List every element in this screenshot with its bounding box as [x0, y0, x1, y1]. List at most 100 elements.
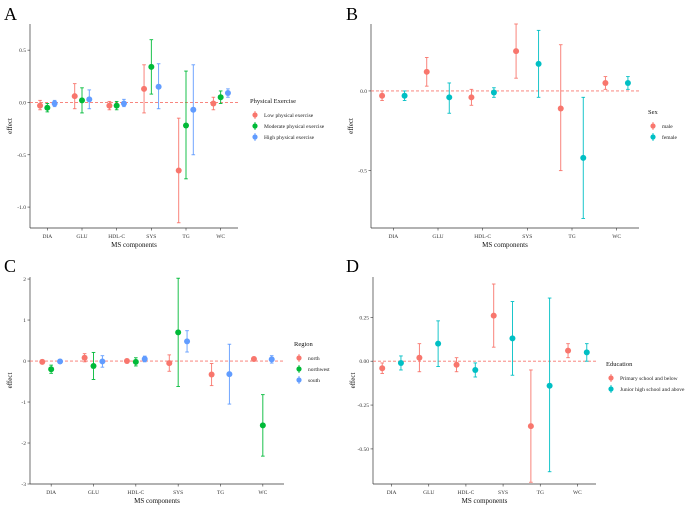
data-point — [141, 85, 148, 92]
data-point — [446, 94, 453, 101]
y-axis-label: effect — [6, 373, 14, 389]
data-point — [90, 362, 97, 369]
x-tick-label: HDL-C — [127, 490, 144, 496]
data-point — [472, 366, 479, 373]
legend: Education Primary school and below Junior … — [606, 361, 685, 393]
data-point — [624, 79, 631, 86]
data-point — [468, 94, 475, 101]
panel-a: A -1.0 -0.5 0.0 0.5 DIA GLU HDL-C SYS TG WC MS comp… — [4, 4, 325, 249]
data-point — [509, 335, 516, 342]
data-point — [37, 102, 44, 109]
data-point — [557, 105, 564, 112]
y-tick-label: -3 — [21, 482, 26, 488]
x-tick-label: GLU — [432, 234, 443, 240]
x-tick-label: TG — [217, 490, 224, 496]
x-tick-label: SYS — [146, 234, 156, 240]
x-tick-label: TG — [182, 234, 189, 240]
legend-label: Junior high school and above — [620, 387, 685, 393]
x-tick-label: WC — [258, 490, 267, 496]
data-point — [175, 167, 182, 174]
x-tick-label: SYS — [522, 234, 532, 240]
panel-letter: B — [346, 4, 358, 24]
y-tick-label: 0.0 — [19, 100, 26, 106]
data-point — [453, 361, 460, 368]
y-tick-label: -1 — [21, 400, 26, 406]
data-point — [513, 48, 520, 55]
x-axis-label: MS components — [462, 497, 508, 505]
data-point — [565, 347, 572, 354]
y-tick-label: -0.5 — [358, 169, 367, 175]
data-point — [120, 100, 127, 107]
data-point — [490, 312, 497, 319]
x-tick-label: GLU — [423, 490, 434, 496]
y-tick-label: 1 — [23, 318, 26, 324]
data-point — [86, 96, 93, 103]
legend-label: north — [308, 356, 320, 362]
y-axis-label: effect — [349, 373, 357, 389]
x-tick-label: GLU — [76, 234, 87, 240]
panel-c: C -3 -2 -1 0 1 2 DIA GLU HDL-C SYS TG WC MS component… — [4, 256, 330, 505]
series-junior-high-school-and-above — [397, 297, 590, 473]
data-point — [113, 102, 120, 109]
legend-title: Region — [294, 341, 314, 348]
legend-key-point — [608, 375, 614, 381]
legend-key-point — [608, 386, 614, 392]
panel-letter: C — [4, 256, 16, 276]
legend-title: Physical Exercise — [250, 98, 296, 105]
data-point — [123, 358, 130, 365]
x-tick-label: HDL-C — [474, 234, 491, 240]
x-tick-label: HDL-C — [458, 490, 475, 496]
legend-title: Sex — [648, 109, 659, 116]
legend-label: Moderate physical exercise — [264, 124, 325, 130]
x-tick-label: HDL-C — [108, 234, 125, 240]
data-point — [379, 365, 386, 372]
data-point — [71, 93, 78, 100]
y-tick-label: 0.00 — [359, 359, 369, 365]
data-point — [81, 354, 88, 361]
panel-letter: A — [4, 4, 17, 24]
y-tick-label: 0 — [23, 359, 26, 365]
data-point — [224, 90, 231, 97]
legend-label: male — [662, 124, 673, 130]
legend-key-point — [296, 355, 302, 361]
panel-d: D -0.50 -0.25 0.00 0.25 DIA GLU HDL-C SYS TG WC MS … — [346, 256, 685, 505]
data-point — [268, 356, 275, 363]
series-north — [39, 353, 257, 387]
panel-letter: D — [346, 256, 359, 276]
x-axis-label: MS components — [482, 241, 528, 249]
data-point — [51, 100, 58, 107]
data-point — [175, 329, 182, 336]
data-point — [490, 89, 497, 96]
series-primary-school-and-below — [379, 283, 572, 483]
data-point — [259, 422, 266, 429]
y-tick-label: -0.25 — [358, 403, 370, 409]
data-point — [141, 355, 148, 362]
y-tick-label: -2 — [21, 441, 26, 447]
panel-b: B -0.5 0.0 DIA GLU HDL-C SYS TG WC MS components e… — [346, 4, 678, 249]
y-tick-label: -1.0 — [17, 205, 26, 211]
data-point — [155, 83, 162, 90]
data-point — [99, 358, 106, 365]
legend-key-point — [296, 377, 302, 383]
data-point — [226, 371, 233, 378]
series-high-physical-exercise — [51, 63, 231, 156]
legend: Sex male female — [648, 109, 678, 141]
legend: Region north northwest south — [294, 341, 330, 384]
x-tick-label: TG — [568, 234, 575, 240]
x-axis-label: MS components — [111, 241, 157, 249]
y-tick-label: 0.25 — [359, 315, 369, 321]
data-point — [183, 122, 189, 129]
data-point — [546, 382, 553, 389]
series-northwest — [48, 277, 266, 457]
x-tick-label: WC — [612, 234, 621, 240]
data-point — [401, 92, 408, 99]
x-tick-label: TG — [537, 490, 544, 496]
data-point — [184, 338, 191, 345]
data-point — [397, 359, 404, 366]
y-axis-label: effect — [6, 118, 14, 134]
series-moderate-physical-exercise — [44, 39, 224, 180]
data-point — [39, 358, 46, 365]
data-point — [208, 371, 215, 378]
data-point — [416, 354, 423, 361]
